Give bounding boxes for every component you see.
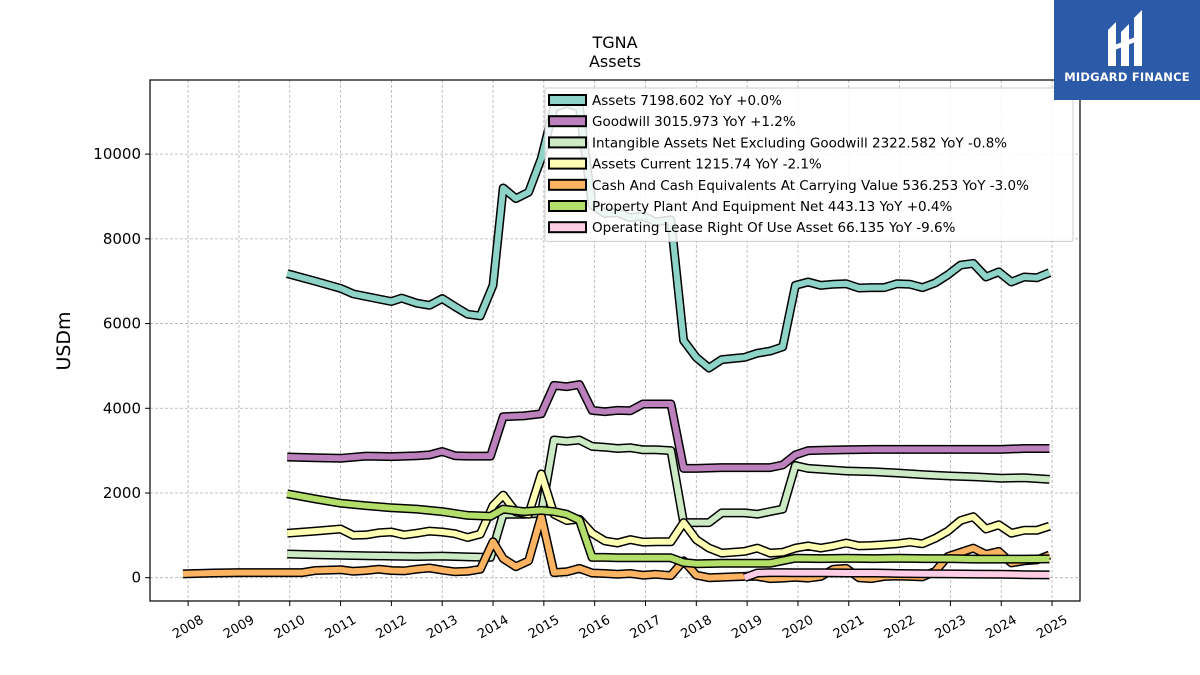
x-tick-label: 2018 bbox=[678, 613, 714, 643]
x-tick-label: 2021 bbox=[831, 613, 867, 643]
series-stroke bbox=[286, 100, 1051, 371]
x-tick-label: 2010 bbox=[272, 613, 308, 643]
y-tick-label: 0 bbox=[131, 569, 141, 587]
series-line bbox=[286, 489, 1050, 569]
legend-frame bbox=[544, 87, 1074, 242]
y-tick-label: 6000 bbox=[103, 315, 141, 333]
legend: Assets 7198.602 YoY +0.0% Goodwill 3015.9… bbox=[544, 87, 1074, 242]
x-tick-label: 2017 bbox=[628, 613, 664, 643]
plot-frame bbox=[149, 79, 1081, 602]
legend-entry: Cash And Cash Equivalents At Carrying Va… bbox=[592, 178, 1029, 194]
series-stroke bbox=[286, 470, 1051, 557]
x-tick-label: 2020 bbox=[780, 613, 816, 643]
legend-entry: Goodwill 3015.973 YoY +1.2% bbox=[592, 114, 796, 130]
legend-swatch bbox=[548, 115, 587, 128]
y-tick-label: 4000 bbox=[103, 399, 141, 417]
x-tick-label: 2011 bbox=[323, 613, 359, 643]
x-tick-label: 2014 bbox=[475, 613, 511, 643]
legend-swatch bbox=[548, 94, 587, 106]
logo-text: MIDGARD FINANCE bbox=[1064, 70, 1190, 84]
legend-entry: Assets 7198.602 YoY +0.0% bbox=[592, 93, 782, 109]
series-line bbox=[286, 469, 1051, 558]
legend-entry: Assets Current 1215.74 YoY -2.1% bbox=[592, 157, 822, 173]
series-line bbox=[287, 435, 1050, 562]
series-line bbox=[743, 568, 1050, 582]
series-stroke bbox=[743, 569, 1050, 581]
legend-swatch bbox=[548, 221, 587, 234]
x-tick-label: 2012 bbox=[374, 613, 410, 643]
y-axis-label: USDm bbox=[53, 311, 75, 370]
chart-title: TGNA bbox=[591, 33, 637, 52]
x-tick-label: 2008 bbox=[170, 613, 206, 643]
x-tick-label: 2015 bbox=[526, 613, 562, 643]
y-tick-label: 10000 bbox=[93, 145, 141, 163]
series-layer bbox=[182, 98, 1052, 584]
legend-swatch bbox=[548, 136, 587, 149]
x-tick-label: 2023 bbox=[933, 613, 969, 643]
legend-swatch bbox=[548, 157, 587, 170]
x-tick-label: 2013 bbox=[424, 613, 460, 643]
legend-entry: Intangible Assets Net Excluding Goodwill… bbox=[592, 135, 1007, 151]
series-stroke bbox=[286, 490, 1050, 567]
legend-entry: Property Plant And Equipment Net 443.13 … bbox=[592, 199, 952, 215]
y-tick-label: 2000 bbox=[103, 484, 141, 502]
legend-entry: Operating Lease Right Of Use Asset 66.13… bbox=[592, 220, 956, 236]
y-tick-label: 8000 bbox=[103, 230, 141, 248]
series-line bbox=[287, 380, 1050, 473]
x-tick-label: 2019 bbox=[729, 613, 765, 643]
series-stroke bbox=[287, 437, 1050, 561]
chart-subtitle: Assets bbox=[589, 52, 641, 71]
x-tick-label: 2024 bbox=[983, 613, 1019, 643]
x-tick-label: 2009 bbox=[221, 613, 257, 643]
x-tick-label: 2022 bbox=[882, 613, 918, 643]
x-tick-label: 2016 bbox=[577, 613, 613, 643]
series-line bbox=[286, 98, 1052, 373]
legend-swatch bbox=[548, 178, 587, 191]
legend-swatch bbox=[548, 200, 587, 212]
series-stroke bbox=[287, 381, 1050, 472]
logo-mark-icon bbox=[1108, 10, 1142, 66]
brand-logo: MIDGARD FINANCE bbox=[1054, 0, 1200, 100]
x-tick-label: 2025 bbox=[1034, 613, 1070, 643]
